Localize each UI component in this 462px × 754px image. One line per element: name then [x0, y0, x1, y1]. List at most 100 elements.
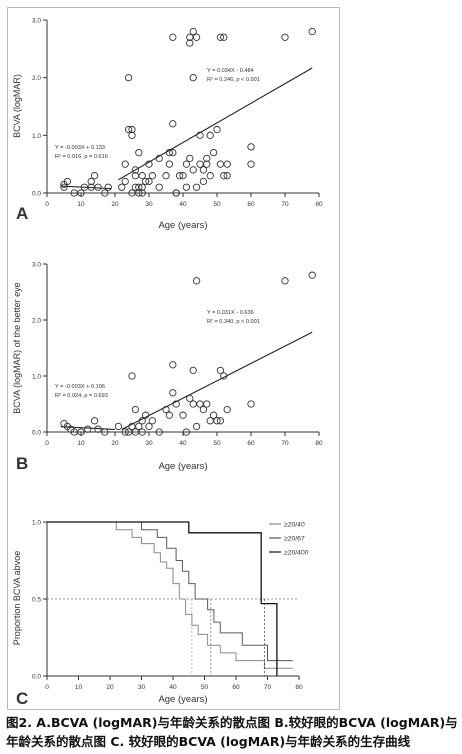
panel-a-label: A	[16, 204, 28, 223]
panel-b-data-point	[223, 405, 231, 414]
panel-b-annotation-line: R² = 0.340, p < 0.001	[207, 319, 260, 325]
panel-a-data-point	[247, 143, 255, 151]
panel-c-x-tick-label: 70	[264, 684, 272, 691]
panel-a-data-point	[203, 154, 211, 163]
panel-b-x-axis-title: Age (years)	[158, 461, 207, 472]
panel-a-data-point	[196, 160, 204, 168]
panel-a-annotation-line: Y = -0.003X + 0.133	[55, 145, 105, 151]
panel-c-x-axis-title: Age (years)	[158, 694, 207, 705]
panel-b-data-point	[138, 428, 146, 436]
caption-line-1: 图2. A.BCVA (logMAR)与年龄关系的散点图 B.较好眼的BCVA …	[6, 715, 458, 730]
panel-a-data-point	[155, 183, 163, 191]
panel-a-data-point	[203, 160, 211, 168]
panel-b-data-point	[135, 422, 143, 431]
panel-b-data-point	[169, 361, 177, 369]
panel-a-data-point	[145, 160, 153, 168]
panel-a-data-point	[63, 177, 72, 186]
panel-b-data-point	[216, 366, 225, 375]
panel-a-data-point	[138, 172, 146, 180]
panel-a-data-point	[216, 160, 225, 168]
panel-a-data-point	[199, 177, 208, 186]
panel-b-x-tick-label: 40	[179, 440, 187, 447]
panel-a-data-point	[189, 27, 197, 36]
panel-c-x-tick-label: 20	[106, 684, 114, 691]
panel-c-x-tick-label: 80	[295, 684, 303, 691]
panel-c-survival-curve	[47, 521, 293, 662]
panel-b-data-point	[77, 428, 85, 436]
panel-b-x-tick-label: 70	[281, 440, 289, 447]
panel-a-x-tick-label: 60	[247, 201, 255, 208]
panel-b-data-point	[141, 411, 150, 419]
panel-a-data-point	[135, 183, 143, 191]
panel-b-data-point	[131, 405, 140, 414]
panel-b-annotation-line: R² = 0.024, p = 0.693	[55, 393, 108, 399]
panel-a-data-point	[121, 177, 129, 186]
panel-b-data-point	[186, 394, 194, 403]
panel-a-data-point	[124, 125, 133, 134]
panel-b-x-tick-label: 30	[145, 440, 153, 447]
panel-c-x-tick-label: 40	[169, 684, 177, 691]
panel-a-data-point	[131, 166, 140, 174]
panel-b-data-point	[179, 411, 187, 419]
panel-b-y-tick-label: 3.0	[32, 262, 41, 269]
panel-c-y-axis-title: Proportion BCVA abvoe	[12, 551, 22, 645]
panel-b-data-point	[192, 277, 201, 285]
panel-b-data-point	[220, 372, 228, 380]
panel-a-data-point	[165, 160, 174, 168]
panel-b-data-point	[192, 422, 201, 431]
panel-c-legend-label: ≥20/67	[284, 536, 305, 543]
panel-a-data-point	[155, 154, 163, 163]
panel-b-y-tick-label: 1.0	[32, 374, 41, 381]
panel-a-data-point	[77, 189, 85, 197]
panel-c-survival-curve	[47, 521, 278, 676]
panel-a-data-point	[94, 183, 102, 191]
panel-a-data-point	[169, 148, 177, 157]
panel-a-data-point	[189, 166, 197, 174]
panel-a-data-point	[192, 33, 201, 41]
panel-b-data-point	[247, 400, 255, 408]
panel-a-data-point	[182, 160, 191, 168]
panel-c-y-tick-label: 1.0	[32, 520, 41, 527]
panel-a-data-point	[165, 148, 174, 157]
panel-b-x-tick-label: 50	[213, 440, 221, 447]
panel-b-data-point	[189, 366, 197, 375]
panel-b-annotation-line: Y = 0.031X - 0.636	[207, 310, 254, 316]
panel-a-data-point	[308, 27, 316, 36]
panel-a-data-point	[196, 131, 204, 139]
panel-c-x-tick-label: 0	[45, 684, 49, 691]
panel-b-y-tick-label: 0.0	[32, 430, 41, 437]
figure-caption: 图2. A.BCVA (logMAR)与年龄关系的散点图 B.较好眼的BCVA …	[6, 713, 458, 751]
panel-b-data-point	[209, 411, 218, 419]
panel-b-y-axis-title: BCVA (logMAR) of the better eye	[12, 282, 22, 413]
panel-a-data-point	[169, 120, 177, 128]
panel-a-data-point	[199, 166, 208, 174]
panel-b-data-point	[216, 417, 225, 425]
panel-b-x-tick-label: 20	[111, 440, 119, 447]
panel-a-data-point	[247, 160, 255, 168]
caption-line-2: 年龄关系的散点图 C. 较好眼的BCVA (logMAR)与年龄关系的生存曲线	[6, 734, 411, 749]
panel-c-y-tick-label: 0.0	[32, 674, 41, 681]
panel-a-data-point	[121, 160, 129, 168]
panel-b-x-tick-label: 0	[45, 440, 49, 447]
panel-c-x-tick-label: 60	[232, 684, 240, 691]
panel-b-data-point	[213, 417, 221, 425]
panel-b-data-point	[189, 400, 197, 408]
panel-c-label: C	[16, 689, 28, 708]
panel-a-data-point	[189, 74, 197, 82]
panel-a-data-point	[169, 33, 177, 41]
panel-a-data-point	[101, 189, 109, 197]
panel-b-data-point	[155, 428, 163, 436]
panel-a-y-axis-title: BCVA (logMAR)	[12, 74, 22, 138]
panel-a-data-point	[138, 189, 146, 197]
panel-a-data-point	[213, 125, 221, 134]
panel-b-data-point	[162, 405, 170, 414]
panel-a-x-tick-label: 10	[77, 201, 85, 208]
panel-c-x-tick-label: 30	[138, 684, 146, 691]
panel-c-x-tick-label: 50	[201, 684, 209, 691]
panel-b-x-tick-label: 60	[247, 440, 255, 447]
panel-b-data-point	[165, 411, 174, 419]
panel-a-data-point	[60, 183, 68, 191]
panel-b-data-point	[84, 425, 92, 433]
panel-b-label: B	[16, 454, 28, 473]
